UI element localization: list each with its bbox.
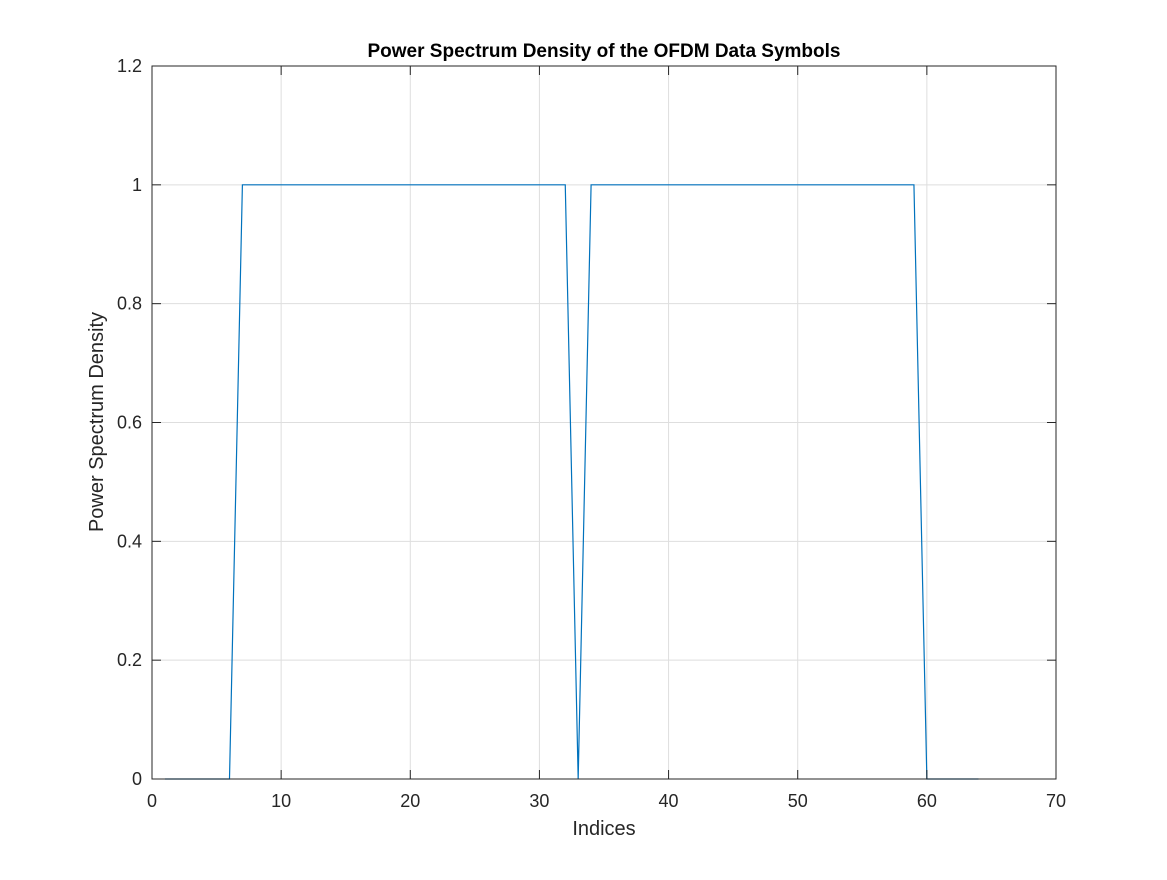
- x-tick-label: 0: [147, 791, 157, 811]
- y-tick-label: 0.2: [117, 650, 142, 670]
- y-tick-label: 1: [132, 175, 142, 195]
- x-tick-label: 70: [1046, 791, 1066, 811]
- x-tick-label: 60: [917, 791, 937, 811]
- y-tick-label: 0.8: [117, 294, 142, 314]
- chart-title: Power Spectrum Density of the OFDM Data …: [368, 41, 841, 62]
- x-tick-label: 50: [788, 791, 808, 811]
- y-tick-label: 0.6: [117, 413, 142, 433]
- x-axis-label: Indices: [572, 818, 635, 840]
- x-tick-labels: 0 10 20 30 40 50 60 70: [147, 791, 1066, 811]
- y-tick-label: 0: [132, 769, 142, 789]
- y-tick-label: 1.2: [117, 56, 142, 76]
- y-tick-labels: 0 0.2 0.4 0.6 0.8 1 1.2: [117, 56, 142, 789]
- x-tick-label: 10: [271, 791, 291, 811]
- y-axis-label: Power Spectrum Density: [86, 312, 108, 532]
- y-tick-label: 0.4: [117, 531, 142, 551]
- tick-marks: [151, 65, 1057, 780]
- x-tick-label: 20: [400, 791, 420, 811]
- series-layer: [164, 184, 979, 780]
- psd-series-line: [164, 184, 979, 780]
- x-tick-label: 40: [659, 791, 679, 811]
- x-tick-label: 30: [529, 791, 549, 811]
